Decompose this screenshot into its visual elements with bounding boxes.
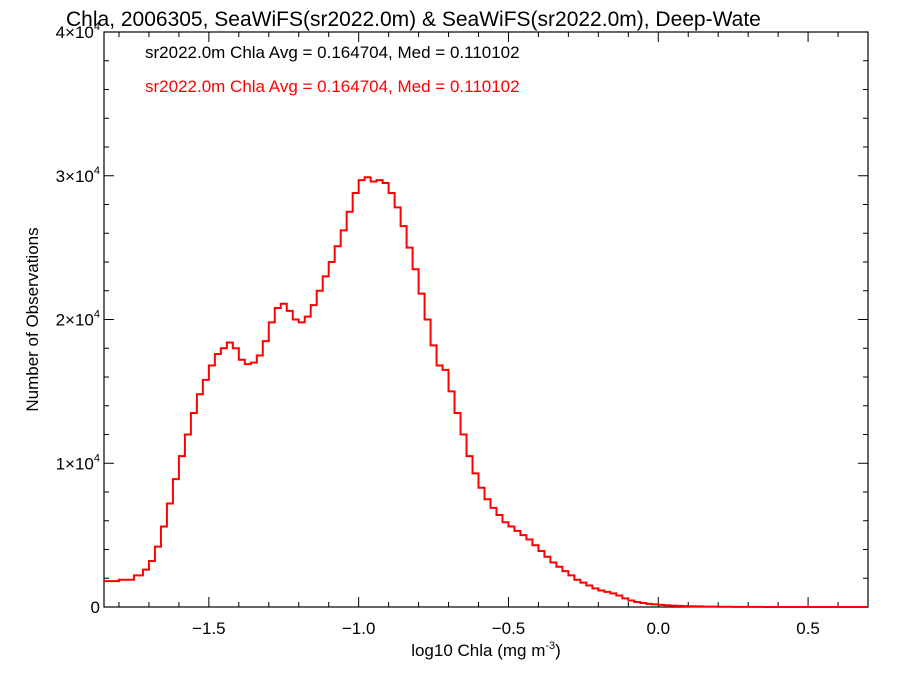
y-tick-label: 2×104	[56, 309, 100, 330]
x-axis: −1.5 −1.0 −0.5 0.0 0.5	[118, 32, 839, 638]
histogram-series-line	[104, 176, 868, 608]
y-tick-label: 1×104	[56, 452, 100, 473]
stats-annotation-black: sr2022.0m Chla Avg = 0.164704, Med = 0.1…	[145, 43, 520, 62]
stats-annotation-red: sr2022.0m Chla Avg = 0.164704, Med = 0.1…	[145, 77, 520, 96]
plot-frame	[103, 31, 869, 608]
y-tick-label: 4×104	[56, 21, 100, 42]
x-tick-label: 0.5	[796, 619, 820, 638]
chart-title: Chla, 2006305, SeaWiFS(sr2022.0m) & SeaW…	[66, 8, 761, 31]
x-tick-label: −0.5	[492, 619, 526, 638]
y-tick-label: 0	[91, 598, 100, 617]
x-tick-label: −1.0	[342, 619, 376, 638]
y-axis: 0 1×104 2×104 3×104 4×104	[56, 21, 868, 617]
y-axis-label: Number of Observations	[23, 227, 42, 411]
x-axis-label: log10 Chla (mg m-3)	[411, 640, 561, 660]
x-tick-label: 0.0	[646, 619, 670, 638]
y-tick-label: 3×104	[56, 165, 100, 186]
x-tick-label: −1.5	[192, 619, 226, 638]
series-layer	[104, 176, 868, 608]
